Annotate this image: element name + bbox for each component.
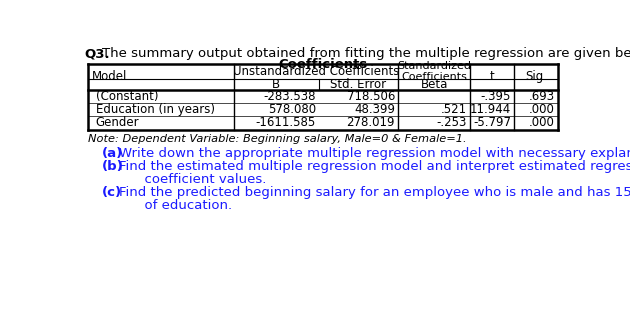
Text: -.253: -.253 xyxy=(437,116,467,129)
Text: Q3.: Q3. xyxy=(84,47,110,60)
Text: (b): (b) xyxy=(102,160,123,173)
Text: Std. Error: Std. Error xyxy=(331,78,387,91)
Text: The summary output obtained from fitting the multiple regression are given below: The summary output obtained from fitting… xyxy=(102,47,630,60)
Text: Model: Model xyxy=(92,70,127,83)
Text: Education (in years): Education (in years) xyxy=(96,103,215,116)
Text: 278.019: 278.019 xyxy=(346,116,395,129)
Text: B: B xyxy=(272,78,280,91)
Text: Standardized
Coefficients: Standardized Coefficients xyxy=(397,61,471,82)
Text: of education.: of education. xyxy=(119,199,232,212)
Text: -.395: -.395 xyxy=(481,90,511,103)
Text: Unstandardized Coefficients: Unstandardized Coefficients xyxy=(232,65,399,78)
Text: .521: .521 xyxy=(441,103,467,116)
Text: 11.944: 11.944 xyxy=(470,103,511,116)
Text: Coefficients: Coefficients xyxy=(278,58,367,71)
Text: Note: Dependent Variable: Beginning salary, Male=0 & Female=1.: Note: Dependent Variable: Beginning sala… xyxy=(88,134,467,144)
Text: -1611.585: -1611.585 xyxy=(256,116,316,129)
Text: Beta: Beta xyxy=(420,78,448,91)
Text: .693: .693 xyxy=(529,90,554,103)
Text: 718.506: 718.506 xyxy=(346,90,395,103)
Text: Find the estimated multiple regression model and interpret estimated regression: Find the estimated multiple regression m… xyxy=(119,160,630,173)
Text: (c): (c) xyxy=(102,186,122,199)
Text: -5.797: -5.797 xyxy=(473,116,511,129)
Text: 578.080: 578.080 xyxy=(268,103,316,116)
Text: Write down the appropriate multiple regression model with necessary explanation.: Write down the appropriate multiple regr… xyxy=(119,147,630,160)
Text: t: t xyxy=(490,70,495,83)
Text: (Constant): (Constant) xyxy=(96,90,158,103)
Text: -283.538: -283.538 xyxy=(263,90,316,103)
Text: 48.399: 48.399 xyxy=(354,103,395,116)
Text: (a): (a) xyxy=(102,147,123,160)
Text: Sig.: Sig. xyxy=(525,70,547,83)
Text: .000: .000 xyxy=(529,116,554,129)
Text: Gender: Gender xyxy=(96,116,139,129)
Text: .000: .000 xyxy=(529,103,554,116)
Text: coefficient values.: coefficient values. xyxy=(119,173,266,186)
Text: Find the predicted beginning salary for an employee who is male and has 15 years: Find the predicted beginning salary for … xyxy=(119,186,630,199)
